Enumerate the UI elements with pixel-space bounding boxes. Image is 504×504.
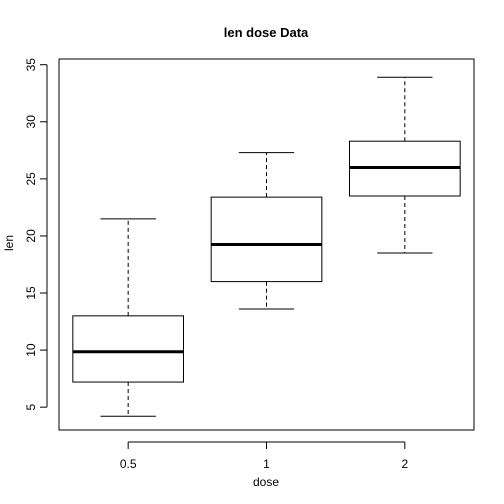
y-tick-label: 15 bbox=[24, 286, 38, 300]
y-axis-label: len bbox=[2, 235, 16, 251]
iqr-box bbox=[210, 196, 323, 283]
box-2 bbox=[349, 76, 461, 254]
y-tick-label: 10 bbox=[24, 343, 38, 357]
x-tick-label: 1 bbox=[263, 457, 270, 471]
y-tick-label: 35 bbox=[24, 58, 38, 72]
chart-title: len dose Data bbox=[224, 25, 309, 40]
plot-frame bbox=[58, 58, 475, 431]
x-tick-label: 0.5 bbox=[120, 457, 137, 471]
iqr-box bbox=[72, 315, 184, 383]
y-tick-label: 25 bbox=[24, 172, 38, 186]
y-tick-label: 5 bbox=[24, 404, 38, 411]
y-axis: 5 10 15 20 25 30 35 bbox=[24, 58, 48, 411]
boxes-group bbox=[72, 76, 461, 417]
y-tick-label: 20 bbox=[24, 229, 38, 243]
box-0.5 bbox=[72, 218, 184, 417]
x-axis-label: dose bbox=[253, 475, 279, 489]
y-tick-label: 30 bbox=[24, 115, 38, 129]
x-tick-label: 2 bbox=[401, 457, 408, 471]
box-1 bbox=[210, 152, 323, 310]
x-axis: 0.5 1 2 bbox=[120, 441, 408, 471]
